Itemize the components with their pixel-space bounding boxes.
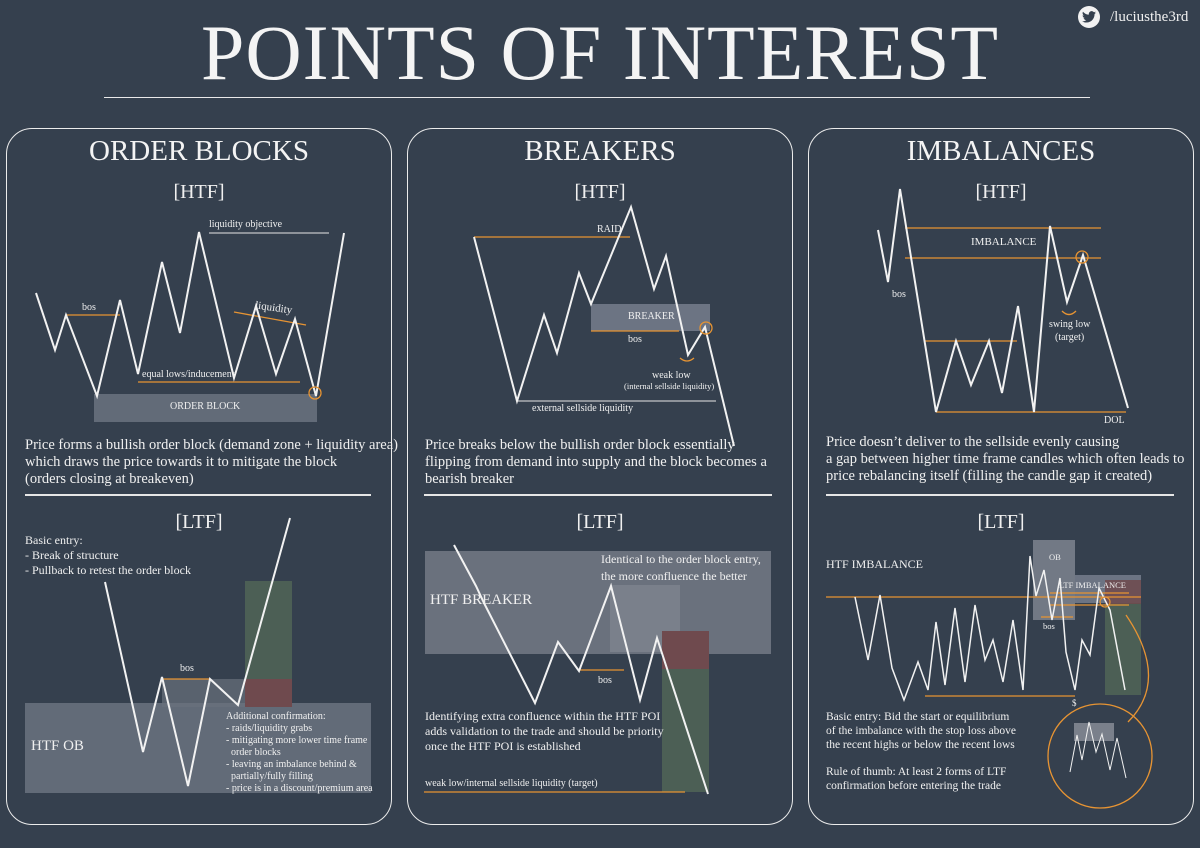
- imbalances-title: IMBALANCES: [906, 135, 1096, 167]
- confirmation-2: - raids/liquidity grabs: [226, 723, 313, 734]
- magnifier-circle: [1047, 703, 1153, 809]
- ob-ltf-bos-label: bos: [180, 663, 194, 674]
- imbalance-label: IMBALANCE: [971, 236, 1037, 248]
- im-ltf-entry-circle: [1099, 596, 1111, 608]
- confluence-1: Identifying extra confluence within the …: [425, 709, 661, 723]
- htf-ob-label: HTF OB: [31, 738, 84, 754]
- im-ltf-stop-zone: [1105, 580, 1141, 604]
- br-retest-circle: [699, 321, 713, 335]
- ob-description-1: Price forms a bullish order block (deman…: [25, 437, 398, 453]
- im-entry-1: Basic entry: Bid the start or equilibriu…: [826, 711, 1010, 723]
- confirmation-6: partially/fully filling: [226, 771, 313, 782]
- br-ltf-price-path: [453, 544, 709, 795]
- ob-basic-entry-1: Basic entry:: [25, 533, 83, 547]
- weak-low-arc: [679, 357, 695, 362]
- htf-imbalance-label: HTF IMBALANCE: [826, 557, 924, 571]
- title-underline: [104, 97, 1090, 98]
- im-ltf-heading: [LTF]: [977, 511, 1025, 533]
- im-entry-2: of the imbalance with the stop loss abov…: [826, 725, 1017, 737]
- order-block-label: ORDER BLOCK: [170, 401, 241, 412]
- twitter-bird-icon: [1078, 6, 1100, 28]
- ob-ltf-stop-zone: [245, 679, 292, 707]
- ob-htf-price-path: [35, 231, 345, 400]
- im-retest-circle: [1075, 250, 1089, 264]
- ob-label: OB: [1049, 552, 1061, 562]
- im-bos-label: bos: [892, 289, 906, 300]
- confluence-2: adds validation to the trade and should …: [425, 724, 664, 738]
- magnifier-price-path: [1069, 721, 1127, 779]
- im-description-1: Price doesn’t deliver to the sellside ev…: [826, 434, 1120, 450]
- page-title: POINTS OF INTEREST: [200, 9, 1000, 96]
- identical-1: Identical to the order block entry,: [601, 552, 761, 566]
- confirmation-4: order blocks: [226, 747, 281, 758]
- imbalances-panel: IMBALANCES [HTF] [LTF]: [808, 128, 1194, 825]
- rule-2: confirmation before entering the trade: [826, 780, 1001, 792]
- breaker-zone: [591, 304, 710, 331]
- htf-ob-zone: [25, 703, 371, 793]
- ob-bos-label: bos: [82, 302, 96, 313]
- twitter-handle: /luciusthe3rd: [1110, 8, 1189, 25]
- ltf-imbalance-label: LTF IMBALANCE: [1059, 580, 1126, 590]
- htf-breaker-label: HTF BREAKER: [430, 592, 533, 608]
- confirmation-5: - leaving an imbalance behind &: [226, 759, 357, 770]
- br-ltf-stop-zone: [662, 631, 709, 669]
- swing-low-arc: [1061, 310, 1077, 316]
- im-entry-3: the recent highs or below the recent low…: [826, 739, 1015, 751]
- ob-basic-entry-3: - Pullback to retest the order block: [25, 563, 191, 577]
- ob-htf-heading: [HTF]: [173, 181, 225, 203]
- magnify-connector: [1125, 614, 1150, 723]
- im-htf-price-path: [877, 188, 1129, 413]
- confirmation-7: - price is in a discount/premium area: [226, 783, 373, 794]
- ob-mitigation-circle: [308, 386, 322, 400]
- im-description-3: price rebalancing itself (filling the ca…: [826, 468, 1153, 484]
- confirmation-3: - mitigating more lower time frame: [226, 735, 368, 746]
- breakers-title: BREAKERS: [524, 135, 676, 167]
- ob-ltf-entry-zone: [162, 679, 245, 707]
- order-block-zone: [94, 394, 317, 422]
- im-description-2: a gap between higher time frame candles …: [826, 451, 1185, 467]
- br-bos-label: bos: [628, 334, 642, 345]
- weak-low-label: weak low: [652, 370, 691, 381]
- swing-low-target-label: (target): [1055, 332, 1085, 343]
- br-ltf-heading: [LTF]: [576, 511, 624, 533]
- ob-basic-entry-2: - Break of structure: [25, 548, 119, 562]
- confirmation-1: Additional confirmation:: [226, 711, 326, 722]
- weak-low-target-label: weak low/internal sellside liquidity (ta…: [425, 778, 598, 789]
- dol-label: DOL: [1104, 415, 1125, 426]
- im-ltf-bos-label: bos: [1043, 621, 1055, 631]
- liquidity-objective-label: liquidity objective: [209, 219, 283, 230]
- br-description-1: Price breaks below the bullish order blo…: [425, 437, 735, 453]
- br-description-3: bearish breaker: [425, 471, 514, 487]
- ob-ltf-price-path: [104, 517, 291, 787]
- br-htf-price-path: [473, 203, 735, 447]
- external-ssl-label: external sellside liquidity: [532, 403, 634, 414]
- confluence-3: once the HTF POI is established: [425, 739, 581, 753]
- equal-lows-label: equal lows/inducement: [142, 369, 235, 380]
- order-blocks-panel: ORDER BLOCKS [HTF] [LTF]: [6, 128, 392, 825]
- ob-description-2: which draws the price towards it to miti…: [25, 454, 338, 470]
- dollar-label: $: [1072, 698, 1077, 708]
- br-divider: [424, 494, 772, 496]
- twitter-link[interactable]: /luciusthe3rd: [1078, 6, 1188, 28]
- breaker-label: BREAKER: [628, 311, 675, 322]
- weak-low-sub-label: (internal sellside liquidity): [624, 381, 715, 391]
- br-htf-heading: [HTF]: [574, 181, 626, 203]
- order-blocks-title: ORDER BLOCKS: [89, 135, 309, 167]
- breakers-panel: BREAKERS [HTF] [LTF]: [407, 128, 793, 825]
- im-htf-heading: [HTF]: [975, 181, 1027, 203]
- ob-divider: [25, 494, 371, 496]
- identical-2: the more confluence the better: [601, 569, 747, 583]
- ob-description-3: (orders closing at breakeven): [25, 471, 194, 487]
- swing-low-label: swing low: [1049, 319, 1091, 330]
- rule-1: Rule of thumb: At least 2 forms of LTF: [826, 766, 1007, 778]
- raid-label: RAID: [597, 224, 622, 235]
- br-description-2: flipping from demand into supply and the…: [425, 454, 767, 470]
- im-divider: [826, 494, 1174, 496]
- br-ltf-bos-label: bos: [598, 675, 612, 686]
- im-ltf-price-path: [854, 555, 1126, 703]
- magnifier-zone: [1074, 723, 1114, 741]
- ob-ltf-heading: [LTF]: [175, 511, 223, 533]
